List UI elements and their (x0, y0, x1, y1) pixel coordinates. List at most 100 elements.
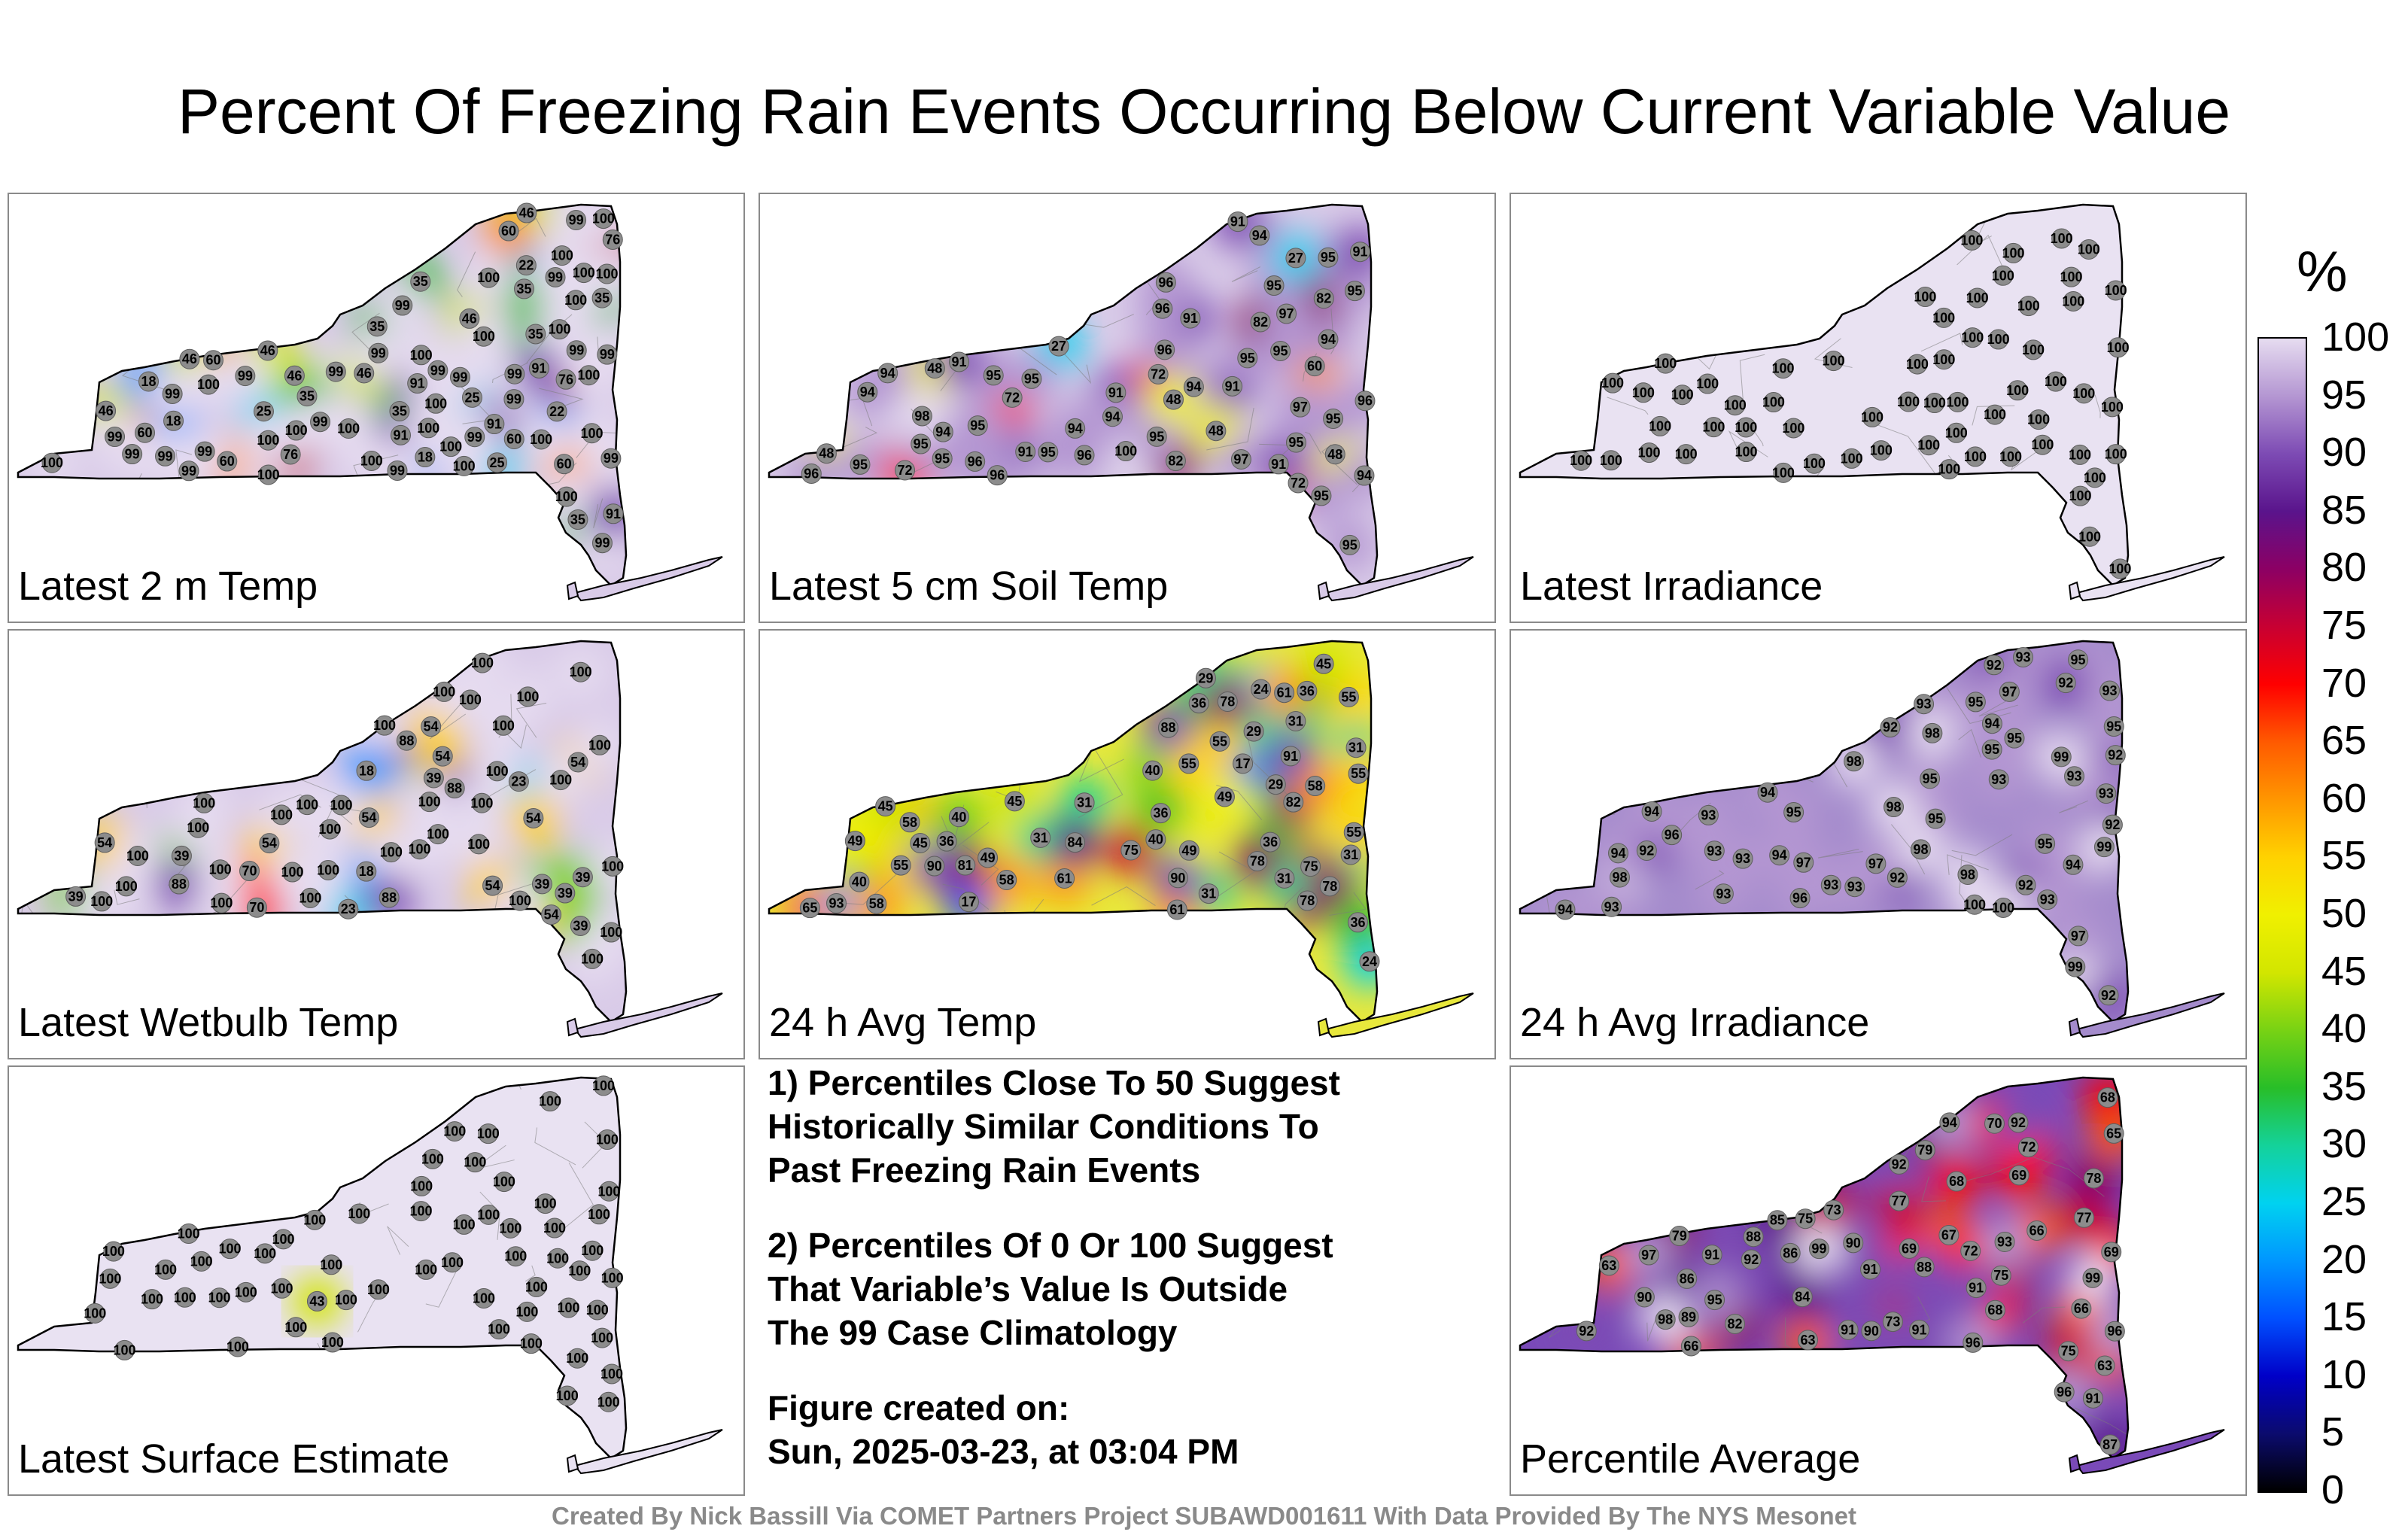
station-marker: 93 (1601, 896, 1622, 917)
station-marker: 48 (1206, 421, 1227, 442)
county-line (515, 703, 547, 738)
station-value: 69 (1902, 1241, 1917, 1256)
station-marker: 99 (387, 460, 408, 481)
station-dot (356, 760, 377, 781)
station-marker: 100 (471, 652, 494, 673)
station-dot (319, 819, 340, 840)
station-dot (1074, 445, 1095, 466)
station-value: 93 (2099, 786, 2114, 801)
station-marker: 68 (1984, 1299, 2005, 1321)
station-dot (1701, 1245, 1722, 1266)
county-line (1921, 1176, 1947, 1202)
station-value: 39 (558, 886, 573, 901)
station-marker: 99 (235, 366, 256, 387)
station-value: 100 (113, 1342, 135, 1357)
station-value: 82 (1168, 454, 1183, 469)
station-dot (374, 715, 395, 736)
county-line (1158, 641, 1202, 652)
station-dot (601, 1363, 622, 1385)
station-marker: 100 (509, 890, 531, 911)
station-value: 36 (939, 834, 954, 849)
county-line (1091, 886, 1156, 906)
station-dot (488, 1319, 509, 1340)
station-value: 17 (1236, 756, 1251, 771)
station-marker: 100 (348, 1203, 370, 1224)
station-marker: 78 (1297, 890, 1318, 911)
station-value: 100 (591, 1330, 613, 1345)
station-value: 91 (1353, 245, 1368, 260)
colorbar-tick: 50 (2321, 891, 2367, 936)
county-line (1826, 556, 1896, 584)
station-value: 95 (1149, 429, 1164, 444)
panel-label: 24 h Avg Irradiance (1520, 1000, 1870, 1045)
station-marker: 95 (1263, 275, 1285, 296)
station-marker: 88 (1914, 1257, 1935, 1278)
station-dot (1198, 883, 1219, 904)
station-marker: 31 (1198, 883, 1219, 904)
station-marker: 99 (464, 427, 485, 448)
station-marker: 99 (178, 460, 199, 482)
station-marker: 100 (2006, 380, 2029, 401)
station-dot (521, 1333, 542, 1354)
panel-latest-5cm-soil-temp: 82 95 91 91 94 100 48 72 48 94 72 60 27 48 91 48 95 94 72 4… (759, 193, 1496, 623)
station-value: 95 (1342, 537, 1358, 552)
station-dot (1348, 763, 1369, 784)
station-value: 100 (208, 1290, 231, 1306)
station-marker: 95 (1323, 409, 1344, 430)
station-dot (911, 433, 932, 454)
station-value: 94 (1252, 228, 1267, 243)
station-dot (2068, 649, 2089, 670)
station-value: 100 (409, 1204, 432, 1219)
station-marker: 93 (1732, 848, 1753, 869)
station-marker: 96 (2054, 1382, 2075, 1403)
station-marker: 48 (816, 443, 837, 464)
station-dot (2000, 446, 2021, 467)
county-line (1972, 405, 2015, 426)
station-dot (1217, 691, 1238, 712)
station-value: 100 (154, 1262, 177, 1277)
county-line (175, 449, 193, 488)
station-marker: 36 (936, 831, 957, 852)
county-line (593, 498, 604, 528)
station-marker: 54 (567, 752, 588, 773)
station-value: 100 (597, 1394, 620, 1409)
station-dot (1933, 307, 1954, 328)
station-dot (193, 792, 214, 813)
state-outline (1519, 1076, 2130, 1460)
station-value: 100 (281, 865, 304, 880)
station-marker: 55 (1178, 753, 1199, 774)
station-value: 100 (187, 820, 209, 835)
station-dot (1609, 867, 1630, 888)
station-marker: 35 (410, 271, 431, 292)
station-dot (257, 340, 278, 361)
station-value: 100 (600, 925, 622, 940)
county-line (1954, 1158, 2029, 1184)
station-dot (948, 807, 969, 828)
station-dot (1957, 865, 1978, 886)
station-value: 100 (285, 423, 308, 438)
station-marker: 40 (1142, 760, 1163, 781)
station-marker: 77 (1889, 1190, 1910, 1211)
station-value: 100 (1823, 354, 1845, 369)
station-dot (478, 267, 499, 288)
station-value: 35 (516, 281, 531, 296)
station-dot (427, 824, 448, 845)
station-dot (1946, 1171, 1967, 1192)
colorbar-tick: 0 (2321, 1467, 2345, 1512)
station-marker: 100 (299, 887, 321, 908)
station-value: 22 (549, 404, 564, 419)
station-marker: 92 (1887, 867, 1908, 888)
station-value: 95 (2007, 731, 2022, 746)
station-marker: 82 (1250, 312, 1271, 333)
county-line (1646, 1317, 1657, 1342)
station-dot (484, 414, 505, 435)
county-line (503, 1445, 551, 1458)
station-value: 100 (549, 773, 572, 788)
station-value: 100 (2107, 340, 2130, 355)
station-dot (1157, 717, 1178, 738)
station-dot (531, 874, 552, 895)
station-marker: 46 (179, 348, 200, 369)
station-value: 76 (558, 372, 573, 387)
station-dot (2084, 467, 2105, 488)
station-dot (567, 509, 588, 530)
